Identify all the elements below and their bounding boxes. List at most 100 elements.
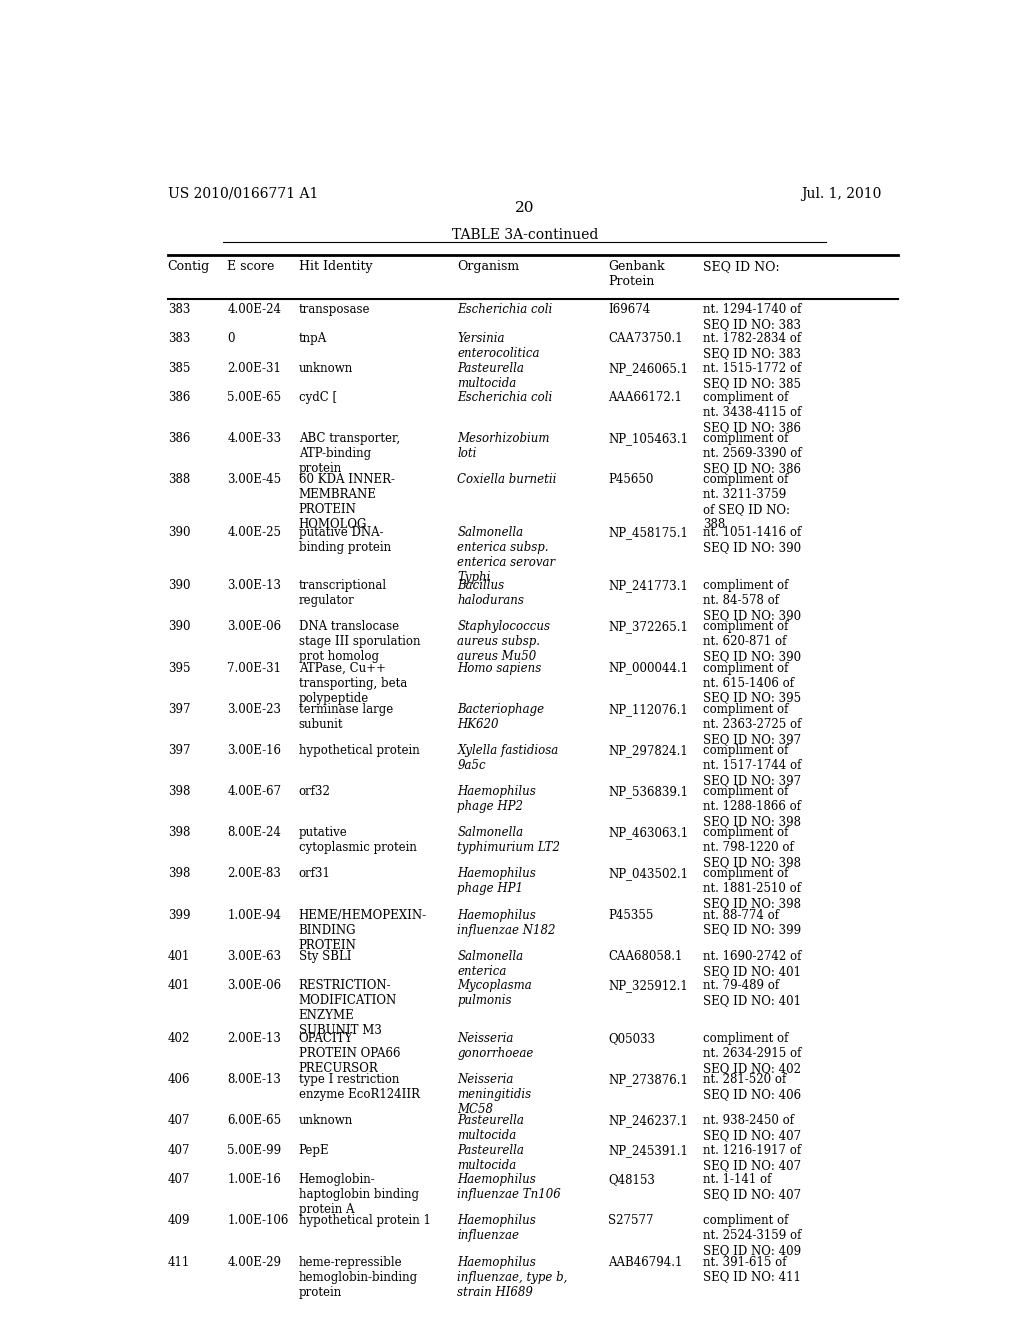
Text: NP_372265.1: NP_372265.1 — [608, 620, 688, 634]
Text: nt. 1294-1740 of
SEQ ID NO: 383: nt. 1294-1740 of SEQ ID NO: 383 — [703, 302, 802, 331]
Text: NP_246065.1: NP_246065.1 — [608, 362, 688, 375]
Text: 3.00E-45: 3.00E-45 — [227, 474, 282, 487]
Text: nt. 1051-1416 of
SEQ ID NO: 390: nt. 1051-1416 of SEQ ID NO: 390 — [703, 527, 802, 554]
Text: Salmonella
enterica subsp.
enterica serovar
Typhi: Salmonella enterica subsp. enterica sero… — [458, 527, 555, 585]
Text: 1.00E-106: 1.00E-106 — [227, 1214, 289, 1228]
Text: orf31: orf31 — [299, 867, 331, 880]
Text: AAB46794.1: AAB46794.1 — [608, 1255, 683, 1269]
Text: Escherichia coli: Escherichia coli — [458, 302, 553, 315]
Text: tnpA: tnpA — [299, 333, 327, 346]
Text: Mesorhizobium
loti: Mesorhizobium loti — [458, 433, 550, 461]
Text: Staphylococcus
aureus subsp.
aureus Mu50: Staphylococcus aureus subsp. aureus Mu50 — [458, 620, 550, 664]
Text: P45355: P45355 — [608, 908, 653, 921]
Text: Jul. 1, 2010: Jul. 1, 2010 — [802, 187, 882, 201]
Text: compliment of
nt. 2524-3159 of
SEQ ID NO: 409: compliment of nt. 2524-3159 of SEQ ID NO… — [703, 1214, 802, 1258]
Text: 7.00E-31: 7.00E-31 — [227, 661, 282, 675]
Text: Organism: Organism — [458, 260, 519, 273]
Text: 3.00E-23: 3.00E-23 — [227, 702, 282, 715]
Text: ATPase, Cu++
transporting, beta
polypeptide: ATPase, Cu++ transporting, beta polypept… — [299, 661, 407, 705]
Text: NP_273876.1: NP_273876.1 — [608, 1073, 688, 1086]
Text: Haemophilus
influenzae Tn106: Haemophilus influenzae Tn106 — [458, 1173, 561, 1201]
Text: compliment of
nt. 2569-3390 of
SEQ ID NO: 386: compliment of nt. 2569-3390 of SEQ ID NO… — [703, 433, 802, 475]
Text: 2.00E-83: 2.00E-83 — [227, 867, 281, 880]
Text: 3.00E-06: 3.00E-06 — [227, 620, 282, 634]
Text: TABLE 3A-continued: TABLE 3A-continued — [452, 227, 598, 242]
Text: NP_043502.1: NP_043502.1 — [608, 867, 688, 880]
Text: NP_000044.1: NP_000044.1 — [608, 661, 688, 675]
Text: transposase: transposase — [299, 302, 370, 315]
Text: Bacteriophage
HK620: Bacteriophage HK620 — [458, 702, 545, 731]
Text: I69674: I69674 — [608, 302, 650, 315]
Text: 3.00E-06: 3.00E-06 — [227, 979, 282, 993]
Text: compliment of
nt. 798-1220 of
SEQ ID NO: 398: compliment of nt. 798-1220 of SEQ ID NO:… — [703, 826, 802, 869]
Text: 398: 398 — [168, 785, 190, 799]
Text: 20: 20 — [515, 201, 535, 215]
Text: E score: E score — [227, 260, 274, 273]
Text: hypothetical protein: hypothetical protein — [299, 744, 420, 756]
Text: nt. 1782-2834 of
SEQ ID NO: 383: nt. 1782-2834 of SEQ ID NO: 383 — [703, 333, 802, 360]
Text: NP_105463.1: NP_105463.1 — [608, 433, 688, 445]
Text: Bacillus
halodurans: Bacillus halodurans — [458, 579, 524, 607]
Text: Pasteurella
multocida: Pasteurella multocida — [458, 1114, 524, 1142]
Text: NP_245391.1: NP_245391.1 — [608, 1144, 688, 1156]
Text: 4.00E-24: 4.00E-24 — [227, 302, 282, 315]
Text: compliment of
nt. 3211-3759
of SEQ ID NO:
388: compliment of nt. 3211-3759 of SEQ ID NO… — [703, 474, 791, 532]
Text: 4.00E-29: 4.00E-29 — [227, 1255, 282, 1269]
Text: NP_297824.1: NP_297824.1 — [608, 744, 688, 756]
Text: Contig: Contig — [168, 260, 210, 273]
Text: 4.00E-67: 4.00E-67 — [227, 785, 282, 799]
Text: Hit Identity: Hit Identity — [299, 260, 373, 273]
Text: unknown: unknown — [299, 362, 353, 375]
Text: CAA68058.1: CAA68058.1 — [608, 949, 683, 962]
Text: 6.00E-65: 6.00E-65 — [227, 1114, 282, 1127]
Text: NP_463063.1: NP_463063.1 — [608, 826, 688, 840]
Text: 8.00E-13: 8.00E-13 — [227, 1073, 281, 1086]
Text: 4.00E-25: 4.00E-25 — [227, 527, 282, 540]
Text: 390: 390 — [168, 527, 190, 540]
Text: nt. 1216-1917 of
SEQ ID NO: 407: nt. 1216-1917 of SEQ ID NO: 407 — [703, 1144, 802, 1172]
Text: 2.00E-13: 2.00E-13 — [227, 1032, 281, 1045]
Text: 5.00E-99: 5.00E-99 — [227, 1144, 282, 1156]
Text: 5.00E-65: 5.00E-65 — [227, 391, 282, 404]
Text: HEME/HEMOPEXIN-
BINDING
PROTEIN: HEME/HEMOPEXIN- BINDING PROTEIN — [299, 908, 427, 952]
Text: compliment of
nt. 1288-1866 of
SEQ ID NO: 398: compliment of nt. 1288-1866 of SEQ ID NO… — [703, 785, 802, 828]
Text: OPACITY
PROTEIN OPA66
PRECURSOR: OPACITY PROTEIN OPA66 PRECURSOR — [299, 1032, 400, 1074]
Text: 3.00E-13: 3.00E-13 — [227, 579, 282, 593]
Text: SEQ ID NO:: SEQ ID NO: — [703, 260, 780, 273]
Text: NP_112076.1: NP_112076.1 — [608, 702, 688, 715]
Text: compliment of
nt. 2363-2725 of
SEQ ID NO: 397: compliment of nt. 2363-2725 of SEQ ID NO… — [703, 702, 802, 746]
Text: Hemoglobin-
haptoglobin binding
protein A: Hemoglobin- haptoglobin binding protein … — [299, 1173, 419, 1216]
Text: Salmonella
typhimurium LT2: Salmonella typhimurium LT2 — [458, 826, 560, 854]
Text: 399: 399 — [168, 908, 190, 921]
Text: 395: 395 — [168, 661, 190, 675]
Text: 385: 385 — [168, 362, 190, 375]
Text: cydC [: cydC [ — [299, 391, 337, 404]
Text: compliment of
nt. 615-1406 of
SEQ ID NO: 395: compliment of nt. 615-1406 of SEQ ID NO:… — [703, 661, 802, 705]
Text: 60 KDA INNER-
MEMBRANE
PROTEIN
HOMOLOG: 60 KDA INNER- MEMBRANE PROTEIN HOMOLOG — [299, 474, 394, 532]
Text: Sty SBLI: Sty SBLI — [299, 949, 351, 962]
Text: compliment of
nt. 2634-2915 of
SEQ ID NO: 402: compliment of nt. 2634-2915 of SEQ ID NO… — [703, 1032, 802, 1074]
Text: compliment of
nt. 84-578 of
SEQ ID NO: 390: compliment of nt. 84-578 of SEQ ID NO: 3… — [703, 579, 802, 622]
Text: heme-repressible
hemoglobin-binding
protein: heme-repressible hemoglobin-binding prot… — [299, 1255, 418, 1299]
Text: nt. 1690-2742 of
SEQ ID NO: 401: nt. 1690-2742 of SEQ ID NO: 401 — [703, 949, 802, 978]
Text: NP_241773.1: NP_241773.1 — [608, 579, 688, 593]
Text: 409: 409 — [168, 1214, 190, 1228]
Text: NP_246237.1: NP_246237.1 — [608, 1114, 688, 1127]
Text: Pasteurella
multocida: Pasteurella multocida — [458, 362, 524, 389]
Text: nt. 938-2450 of
SEQ ID NO: 407: nt. 938-2450 of SEQ ID NO: 407 — [703, 1114, 802, 1142]
Text: Salmonella
enterica: Salmonella enterica — [458, 949, 523, 978]
Text: 397: 397 — [168, 744, 190, 756]
Text: orf32: orf32 — [299, 785, 331, 799]
Text: NP_325912.1: NP_325912.1 — [608, 979, 688, 993]
Text: US 2010/0166771 A1: US 2010/0166771 A1 — [168, 187, 318, 201]
Text: Genbank
Protein: Genbank Protein — [608, 260, 665, 288]
Text: Pasteurella
multocida: Pasteurella multocida — [458, 1144, 524, 1172]
Text: compliment of
nt. 620-871 of
SEQ ID NO: 390: compliment of nt. 620-871 of SEQ ID NO: … — [703, 620, 802, 664]
Text: Neisseria
meningitidis
MC58: Neisseria meningitidis MC58 — [458, 1073, 531, 1117]
Text: nt. 88-774 of
SEQ ID NO: 399: nt. 88-774 of SEQ ID NO: 399 — [703, 908, 802, 936]
Text: 406: 406 — [168, 1073, 190, 1086]
Text: Neisseria
gonorrhoeae: Neisseria gonorrhoeae — [458, 1032, 534, 1060]
Text: 397: 397 — [168, 702, 190, 715]
Text: P45650: P45650 — [608, 474, 653, 487]
Text: unknown: unknown — [299, 1114, 353, 1127]
